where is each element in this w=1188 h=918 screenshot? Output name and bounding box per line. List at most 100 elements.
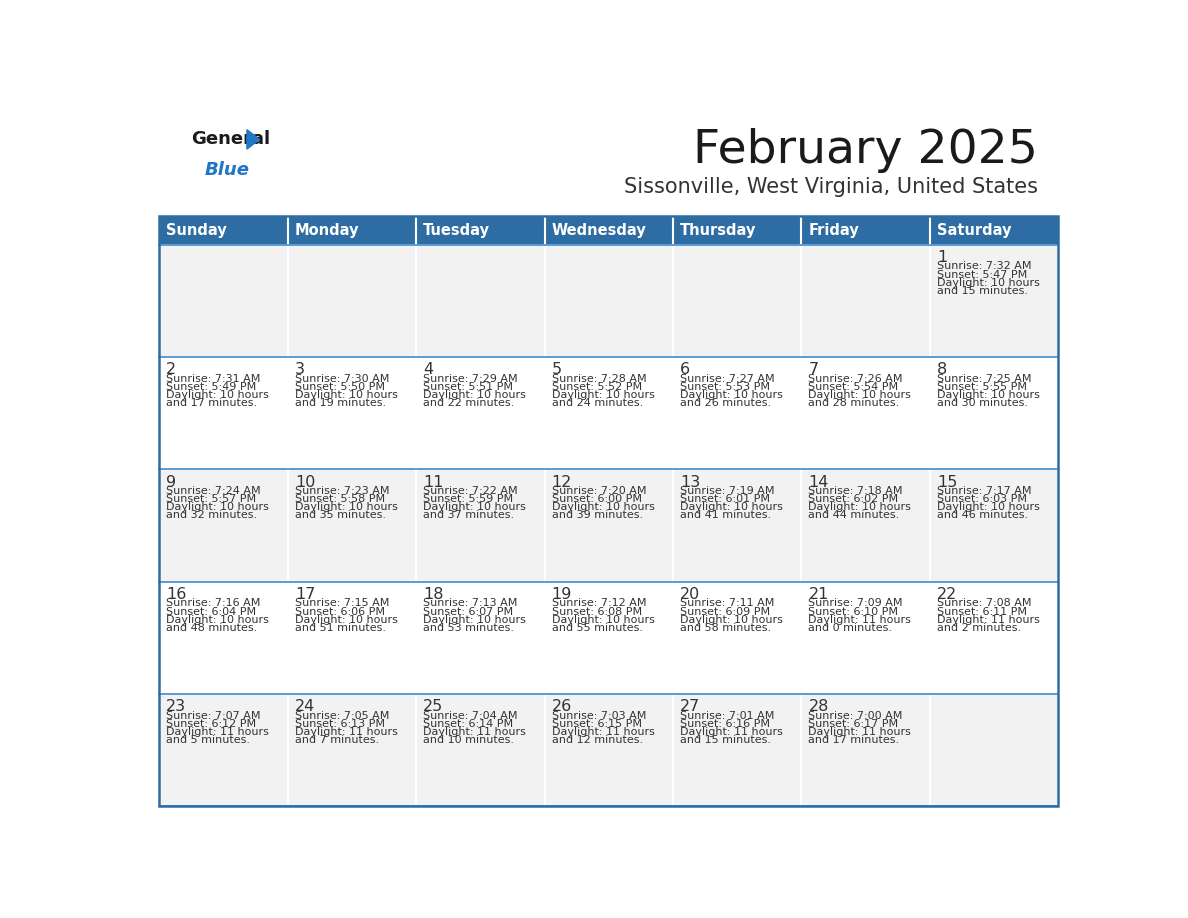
Text: Daylight: 10 hours: Daylight: 10 hours xyxy=(937,390,1040,400)
Bar xyxy=(416,582,544,694)
Text: 2: 2 xyxy=(166,363,177,377)
Text: 27: 27 xyxy=(680,700,700,714)
Text: Daylight: 10 hours: Daylight: 10 hours xyxy=(937,277,1040,287)
Bar xyxy=(287,694,416,806)
Text: Sunrise: 7:15 AM: Sunrise: 7:15 AM xyxy=(295,599,390,609)
Text: and 53 minutes.: and 53 minutes. xyxy=(423,622,514,633)
Text: February 2025: February 2025 xyxy=(694,128,1038,173)
Text: and 58 minutes.: and 58 minutes. xyxy=(680,622,771,633)
Bar xyxy=(674,694,802,806)
Text: and 28 minutes.: and 28 minutes. xyxy=(809,398,899,409)
Text: Daylight: 11 hours: Daylight: 11 hours xyxy=(551,727,655,737)
Text: Daylight: 10 hours: Daylight: 10 hours xyxy=(295,390,398,400)
Text: Sunset: 6:08 PM: Sunset: 6:08 PM xyxy=(551,607,642,617)
Text: and 15 minutes.: and 15 minutes. xyxy=(937,285,1028,296)
Text: and 39 minutes.: and 39 minutes. xyxy=(551,510,643,521)
Text: Sunrise: 7:07 AM: Sunrise: 7:07 AM xyxy=(166,711,261,721)
Text: and 12 minutes.: and 12 minutes. xyxy=(551,735,643,745)
Text: Sunrise: 7:18 AM: Sunrise: 7:18 AM xyxy=(809,487,903,496)
Bar xyxy=(416,469,544,582)
Bar xyxy=(802,357,930,469)
Text: 8: 8 xyxy=(937,363,947,377)
Text: 12: 12 xyxy=(551,475,571,489)
Text: Tuesday: Tuesday xyxy=(423,223,491,238)
Bar xyxy=(159,582,287,694)
Bar xyxy=(416,244,544,357)
Text: Sunrise: 7:05 AM: Sunrise: 7:05 AM xyxy=(295,711,390,721)
Bar xyxy=(159,244,287,357)
Text: Sunset: 5:55 PM: Sunset: 5:55 PM xyxy=(937,382,1026,392)
Text: 3: 3 xyxy=(295,363,305,377)
Text: Sunrise: 7:13 AM: Sunrise: 7:13 AM xyxy=(423,599,518,609)
Bar xyxy=(802,217,930,244)
Bar xyxy=(287,469,416,582)
Text: 24: 24 xyxy=(295,700,315,714)
Text: 1: 1 xyxy=(937,250,947,265)
Text: 11: 11 xyxy=(423,475,443,489)
Text: and 10 minutes.: and 10 minutes. xyxy=(423,735,514,745)
Text: 15: 15 xyxy=(937,475,958,489)
Text: Sunset: 5:53 PM: Sunset: 5:53 PM xyxy=(680,382,770,392)
Bar xyxy=(930,469,1059,582)
Bar xyxy=(544,357,674,469)
Text: and 41 minutes.: and 41 minutes. xyxy=(680,510,771,521)
Text: Sunset: 5:47 PM: Sunset: 5:47 PM xyxy=(937,270,1028,280)
Text: Sunset: 6:03 PM: Sunset: 6:03 PM xyxy=(937,494,1026,504)
Text: Sunset: 6:02 PM: Sunset: 6:02 PM xyxy=(809,494,898,504)
Text: Sunset: 6:06 PM: Sunset: 6:06 PM xyxy=(295,607,385,617)
Text: and 22 minutes.: and 22 minutes. xyxy=(423,398,514,409)
Text: and 17 minutes.: and 17 minutes. xyxy=(809,735,899,745)
Text: Daylight: 10 hours: Daylight: 10 hours xyxy=(937,502,1040,512)
Bar xyxy=(544,694,674,806)
Bar xyxy=(287,217,416,244)
Text: Daylight: 11 hours: Daylight: 11 hours xyxy=(423,727,526,737)
Text: Sunset: 6:04 PM: Sunset: 6:04 PM xyxy=(166,607,257,617)
Bar xyxy=(674,357,802,469)
Text: 21: 21 xyxy=(809,587,829,602)
Bar xyxy=(802,469,930,582)
Text: and 0 minutes.: and 0 minutes. xyxy=(809,622,892,633)
Text: and 7 minutes.: and 7 minutes. xyxy=(295,735,379,745)
Text: Daylight: 10 hours: Daylight: 10 hours xyxy=(551,615,655,624)
Bar xyxy=(802,694,930,806)
Bar xyxy=(544,217,674,244)
Bar xyxy=(930,244,1059,357)
Text: Sunset: 5:51 PM: Sunset: 5:51 PM xyxy=(423,382,513,392)
Text: Sunrise: 7:11 AM: Sunrise: 7:11 AM xyxy=(680,599,775,609)
Text: 7: 7 xyxy=(809,363,819,377)
Text: Daylight: 11 hours: Daylight: 11 hours xyxy=(166,727,270,737)
Text: Sunrise: 7:03 AM: Sunrise: 7:03 AM xyxy=(551,711,646,721)
Bar xyxy=(159,694,287,806)
Text: 22: 22 xyxy=(937,587,958,602)
Text: and 26 minutes.: and 26 minutes. xyxy=(680,398,771,409)
Bar xyxy=(674,217,802,244)
Text: Sunset: 6:00 PM: Sunset: 6:00 PM xyxy=(551,494,642,504)
Bar xyxy=(287,582,416,694)
Text: Daylight: 11 hours: Daylight: 11 hours xyxy=(937,615,1040,624)
Bar xyxy=(544,582,674,694)
Text: 14: 14 xyxy=(809,475,829,489)
Text: Sunrise: 7:01 AM: Sunrise: 7:01 AM xyxy=(680,711,775,721)
Text: Daylight: 10 hours: Daylight: 10 hours xyxy=(809,502,911,512)
Text: and 55 minutes.: and 55 minutes. xyxy=(551,622,643,633)
Text: Sunset: 6:12 PM: Sunset: 6:12 PM xyxy=(166,719,257,729)
Text: Daylight: 10 hours: Daylight: 10 hours xyxy=(166,615,270,624)
Text: Blue: Blue xyxy=(206,162,251,179)
Text: Sunrise: 7:29 AM: Sunrise: 7:29 AM xyxy=(423,374,518,384)
Bar xyxy=(287,357,416,469)
Text: Sunrise: 7:00 AM: Sunrise: 7:00 AM xyxy=(809,711,903,721)
Text: Daylight: 10 hours: Daylight: 10 hours xyxy=(423,615,526,624)
Text: Daylight: 10 hours: Daylight: 10 hours xyxy=(166,502,270,512)
Bar xyxy=(159,357,287,469)
Bar xyxy=(802,244,930,357)
Text: Sunrise: 7:04 AM: Sunrise: 7:04 AM xyxy=(423,711,518,721)
Text: Daylight: 10 hours: Daylight: 10 hours xyxy=(551,390,655,400)
Text: 6: 6 xyxy=(680,363,690,377)
Text: Daylight: 11 hours: Daylight: 11 hours xyxy=(809,615,911,624)
Text: Daylight: 11 hours: Daylight: 11 hours xyxy=(809,727,911,737)
Text: Sunset: 6:13 PM: Sunset: 6:13 PM xyxy=(295,719,385,729)
Text: Sunrise: 7:12 AM: Sunrise: 7:12 AM xyxy=(551,599,646,609)
Text: Daylight: 10 hours: Daylight: 10 hours xyxy=(423,390,526,400)
Text: and 35 minutes.: and 35 minutes. xyxy=(295,510,386,521)
Text: Sunday: Sunday xyxy=(166,223,227,238)
